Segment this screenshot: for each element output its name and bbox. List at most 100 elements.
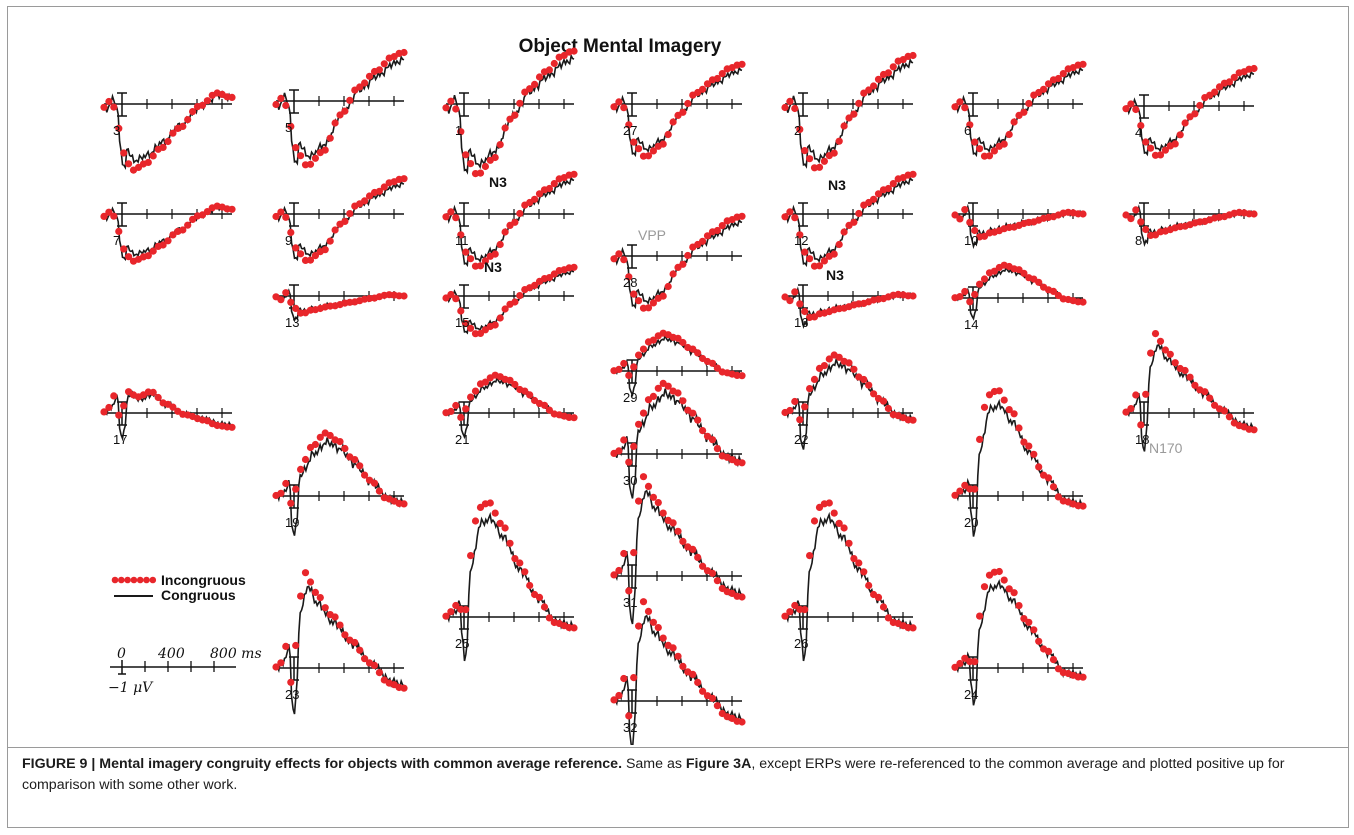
caption-figure-ref[interactable]: Figure 3A bbox=[685, 756, 752, 772]
incongruous-point bbox=[467, 324, 475, 332]
incongruous-point bbox=[615, 447, 623, 455]
incongruous-point bbox=[331, 226, 339, 234]
incongruous-point bbox=[526, 581, 534, 590]
incongruous-point bbox=[311, 252, 319, 260]
channel-label: 8 bbox=[1135, 233, 1142, 248]
incongruous-point bbox=[365, 192, 374, 200]
incongruous-point bbox=[105, 403, 113, 412]
incongruous-point bbox=[1220, 407, 1229, 415]
incongruous-point bbox=[1079, 298, 1087, 306]
channel-label: 2 bbox=[794, 123, 801, 138]
incongruous-point bbox=[791, 601, 799, 610]
incongruous-point bbox=[375, 187, 383, 195]
incongruous-point bbox=[1206, 394, 1214, 402]
incongruous-point bbox=[462, 151, 470, 159]
incongruous-point bbox=[321, 246, 329, 254]
channel-label: 12 bbox=[794, 233, 808, 248]
incongruous-point bbox=[361, 655, 369, 663]
incongruous-point bbox=[570, 47, 578, 55]
incongruous-point bbox=[639, 345, 648, 353]
incongruous-point bbox=[1010, 410, 1018, 418]
incongruous-point bbox=[462, 405, 470, 413]
incongruous-point bbox=[481, 378, 489, 386]
incongruous-point bbox=[1020, 615, 1028, 623]
incongruous-point bbox=[471, 387, 480, 395]
incongruous-point bbox=[1186, 373, 1194, 381]
incongruous-point bbox=[855, 99, 863, 107]
incongruous-point bbox=[491, 250, 499, 258]
incongruous-point bbox=[496, 141, 504, 149]
incongruous-point bbox=[1215, 83, 1224, 91]
incongruous-point bbox=[625, 712, 633, 720]
erp-panel-6: 6 bbox=[951, 60, 1087, 160]
incongruous-point bbox=[356, 462, 364, 470]
incongruous-point bbox=[874, 190, 883, 198]
incongruous-point bbox=[326, 237, 334, 245]
erp-annotation: N3 bbox=[489, 174, 507, 190]
incongruous-point bbox=[649, 147, 658, 155]
incongruous-point bbox=[105, 208, 113, 216]
incongruous-point bbox=[467, 393, 475, 401]
incongruous-point bbox=[909, 170, 917, 178]
incongruous-point bbox=[287, 678, 295, 686]
incongruous-point bbox=[664, 282, 672, 291]
incongruous-point bbox=[540, 401, 549, 409]
incongruous-point bbox=[654, 624, 662, 632]
incongruous-point bbox=[620, 674, 628, 683]
incongruous-point bbox=[879, 397, 888, 405]
incongruous-point bbox=[669, 118, 677, 126]
incongruous-point bbox=[870, 195, 878, 203]
incongruous-point bbox=[830, 149, 838, 157]
incongruous-point bbox=[481, 162, 489, 171]
channel-label: 4 bbox=[1135, 125, 1142, 140]
incongruous-point bbox=[1015, 424, 1023, 432]
incongruous-point bbox=[297, 465, 305, 473]
incongruous-point bbox=[164, 237, 172, 245]
incongruous-point bbox=[654, 499, 662, 507]
incongruous-point bbox=[351, 456, 359, 464]
incongruous-point bbox=[865, 581, 873, 590]
incongruous-point bbox=[786, 208, 794, 216]
incongruous-point bbox=[884, 69, 893, 77]
incongruous-point bbox=[990, 267, 999, 275]
incongruous-point bbox=[1156, 151, 1165, 159]
channel-label: 7 bbox=[113, 233, 120, 248]
incongruous-point bbox=[703, 80, 712, 88]
incongruous-point bbox=[447, 407, 455, 415]
incongruous-point bbox=[535, 190, 544, 198]
erp-panel-1: 1 bbox=[442, 47, 578, 178]
incongruous-point bbox=[713, 226, 722, 235]
incongruous-point bbox=[1025, 99, 1033, 108]
incongruous-point bbox=[694, 416, 702, 424]
incongruous-point bbox=[336, 111, 344, 119]
incongruous-point bbox=[511, 298, 519, 306]
incongruous-point bbox=[620, 549, 628, 558]
incongruous-point bbox=[786, 297, 794, 305]
incongruous-point bbox=[331, 613, 339, 621]
incongruous-point bbox=[674, 334, 682, 342]
channel-label: 5 bbox=[285, 120, 292, 135]
incongruous-point bbox=[718, 222, 726, 230]
erp-panel-29: 29 bbox=[610, 329, 746, 405]
scale-label-400: 400 bbox=[157, 646, 185, 662]
incongruous-point bbox=[144, 158, 152, 166]
incongruous-point bbox=[679, 108, 687, 116]
channel-label: 29 bbox=[623, 390, 637, 405]
incongruous-point bbox=[1079, 673, 1087, 681]
incongruous-point bbox=[516, 99, 524, 107]
incongruous-point bbox=[801, 403, 809, 411]
incongruous-point bbox=[630, 138, 638, 146]
incongruous-point bbox=[1211, 88, 1219, 96]
incongruous-point bbox=[476, 262, 485, 270]
incongruous-point bbox=[1054, 493, 1062, 501]
incongruous-point bbox=[966, 298, 974, 306]
incongruous-point bbox=[292, 144, 300, 152]
incongruous-point bbox=[845, 114, 853, 122]
incongruous-point bbox=[1137, 421, 1145, 429]
incongruous-point bbox=[708, 359, 717, 367]
incongruous-point bbox=[545, 66, 554, 74]
incongruous-point bbox=[820, 157, 829, 165]
channel-label: 1 bbox=[455, 123, 462, 138]
incongruous-point bbox=[1250, 64, 1258, 73]
incongruous-point bbox=[361, 197, 369, 205]
